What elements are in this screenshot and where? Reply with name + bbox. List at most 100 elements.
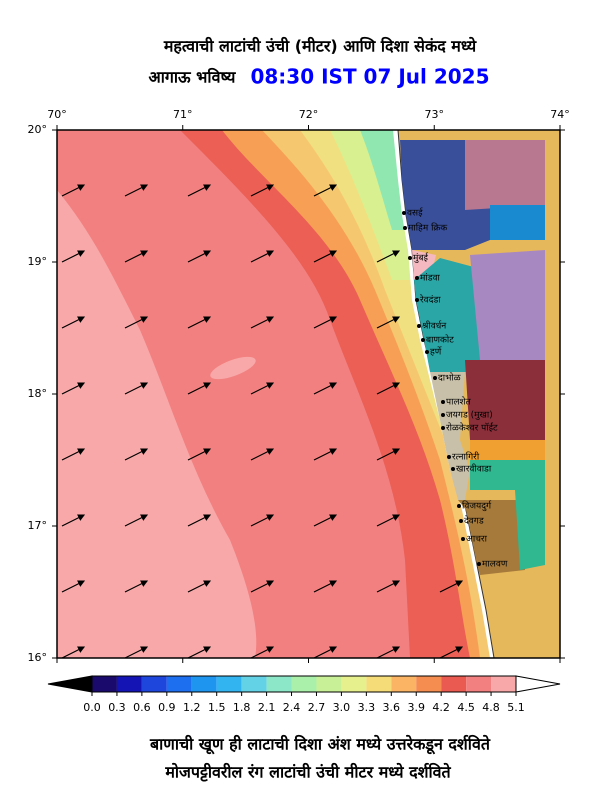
colorbar-tick-label: 1.5	[208, 701, 226, 714]
map-area: वसई माहिम क्रिक मुंबई मांडवा रेवदंडा श्रीवर्ध…	[57, 130, 560, 658]
district	[470, 440, 545, 460]
places: वसई माहिम क्रिक मुंबई मांडवा रेवदंडा श्रीवर्ध…	[402, 207, 508, 570]
arrows	[61, 130, 464, 658]
wave-arrow	[439, 646, 464, 658]
colorbar-tick-label: 3.3	[358, 701, 376, 714]
place-dot	[461, 537, 465, 541]
colorbar-tick-label: 2.1	[258, 701, 276, 714]
wave-arrow	[250, 580, 275, 593]
place-dot	[421, 338, 425, 342]
place-label: मुंबई	[413, 252, 429, 264]
wave-arrow	[124, 514, 149, 527]
place-dot	[447, 455, 451, 459]
colorbar-cell	[266, 676, 292, 692]
contour	[57, 190, 257, 658]
colorbar-cell	[241, 676, 267, 692]
place-label: श्रीवर्धन	[422, 320, 447, 332]
place-label: पालशेत	[446, 396, 472, 408]
wave-arrow	[250, 646, 275, 658]
lon-tick-label: 74°	[550, 108, 570, 121]
wave-arrow	[376, 250, 401, 263]
place-label: रत्नागिरी	[452, 451, 480, 463]
place-dot	[477, 562, 481, 566]
wave-arrow	[376, 580, 401, 593]
lon-tick-label: 73°	[425, 108, 445, 121]
wave-arrow	[61, 448, 86, 461]
wave-arrow	[313, 184, 338, 197]
district	[465, 360, 545, 440]
subtitle: आगाऊ भविष्य	[149, 68, 237, 87]
district	[430, 372, 470, 500]
footer-line: बाणाची खूण ही लाटाची दिशा अंश मध्ये उत्त…	[149, 735, 491, 755]
wave-arrow	[313, 514, 338, 527]
colorbar-cell	[291, 676, 317, 692]
wave-arrow	[250, 250, 275, 263]
wave-arrow	[187, 184, 212, 197]
place-label: वसई	[407, 207, 424, 219]
wave-arrow	[61, 250, 86, 263]
wave-arrow	[61, 580, 86, 593]
wave-arrow	[124, 448, 149, 461]
place-dot	[441, 400, 445, 404]
colorbar-cell	[491, 676, 516, 692]
place-dot	[457, 504, 461, 508]
wave-arrow	[124, 184, 149, 197]
colorbar-cell	[316, 676, 342, 692]
lon-tick-label: 70°	[47, 108, 67, 121]
colorbar-tick-label: 4.2	[432, 701, 450, 714]
wave-arrow	[250, 514, 275, 527]
colorbar-cell	[341, 676, 367, 692]
colorbar-tick-label: 0.3	[108, 701, 126, 714]
wave-arrow	[250, 382, 275, 395]
wave-arrow	[187, 316, 212, 329]
lat-tick-label: 18°	[28, 387, 48, 400]
place-dot	[425, 350, 429, 354]
wave-arrow	[313, 580, 338, 593]
colorbar-cell	[441, 676, 467, 692]
place-label: विजयदुर्ग	[462, 500, 492, 512]
place-dot	[408, 256, 412, 260]
wave-arrow	[250, 184, 275, 197]
wave-arrow	[61, 514, 86, 527]
colorbar-tick-label: 1.2	[183, 701, 201, 714]
district	[470, 460, 545, 570]
district	[490, 205, 545, 240]
wave-arrow	[187, 382, 212, 395]
place-label: जयगड (मुखा)	[446, 411, 493, 421]
lon-tick-label: 72°	[299, 108, 319, 121]
wave-arrow	[439, 580, 464, 593]
wave-arrow	[376, 514, 401, 527]
wave-arrow	[61, 316, 86, 329]
wave-arrow	[61, 382, 86, 395]
colorbar-frame	[91, 675, 517, 693]
colorbar-tick-label: 4.5	[457, 701, 475, 714]
place-dot	[441, 426, 445, 430]
wave-arrow	[124, 250, 149, 263]
contour	[210, 356, 256, 380]
lon-tick-label: 71°	[173, 108, 193, 121]
district	[470, 250, 545, 360]
colorbar-tick-label: 4.8	[482, 701, 500, 714]
colorbar-cell	[466, 676, 492, 692]
colorbar-cell	[191, 676, 217, 692]
place-dot	[459, 519, 463, 523]
place-dot	[433, 376, 437, 380]
colorbar-tick-label: 0.9	[158, 701, 176, 714]
place-dot	[441, 413, 445, 417]
wave-arrow	[61, 646, 86, 658]
wave-arrow	[187, 514, 212, 527]
wave-arrow	[313, 448, 338, 461]
place-label: आचरा	[466, 535, 488, 545]
timestamp: 08:30 IST 07 Jul 2025	[250, 65, 489, 89]
place-dot	[415, 276, 419, 280]
colorbar-tick-label: 3.0	[333, 701, 351, 714]
place-label: मालवण	[482, 560, 508, 570]
colorbar-cell	[366, 676, 392, 692]
place-label: रेवदंडा	[420, 294, 442, 306]
place-label: दाभोळ	[438, 372, 461, 384]
wave-arrow	[251, 130, 253, 131]
wave-arrow	[187, 580, 212, 593]
colorbar-cell	[166, 676, 192, 692]
